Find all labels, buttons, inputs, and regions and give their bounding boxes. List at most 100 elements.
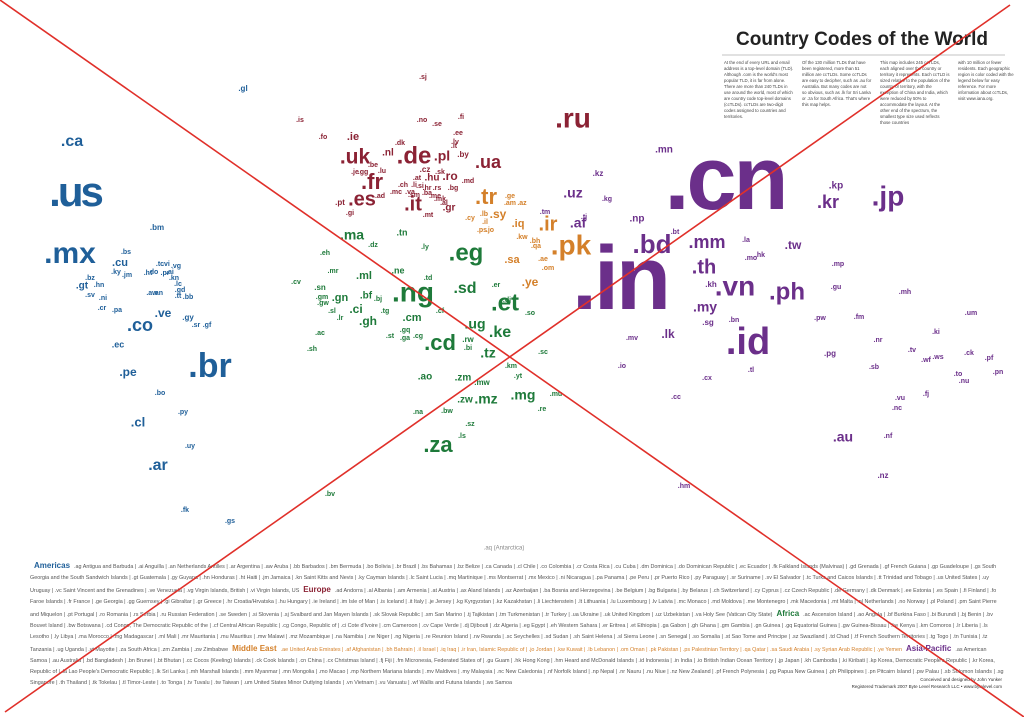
country-code: .bd (633, 229, 672, 259)
country-code: .ua (475, 152, 502, 172)
country-code: .cf (436, 308, 445, 315)
country-code: .mm (688, 232, 725, 252)
legend: Americas .ag Antigua and Barbuda | .ai An… (30, 560, 1005, 689)
country-code: .ae (538, 256, 548, 263)
country-code: .bs (121, 249, 131, 256)
country-code: .cu (112, 257, 128, 269)
country-code: .gd (175, 287, 186, 294)
country-code: .fk (181, 507, 189, 514)
country-code: .pl (434, 148, 450, 164)
region-name: Africa (776, 609, 800, 618)
country-code: .sa (504, 254, 520, 266)
country-code: .gf (203, 322, 212, 329)
country-code: .mt (423, 212, 434, 219)
country-code: .io (618, 363, 626, 370)
country-code: .mz (474, 391, 497, 407)
country-code: .ni (99, 295, 107, 302)
country-code: .sz (465, 421, 475, 428)
country-code: .at (413, 175, 422, 182)
country-code: .ad (375, 193, 385, 200)
country-code: .ro (442, 169, 457, 183)
country-code: .rs (433, 185, 442, 192)
country-code: .er (492, 282, 501, 289)
country-code: .fi (458, 114, 464, 121)
country-code: .sb (869, 364, 879, 371)
country-code: .rw (462, 335, 474, 344)
country-code: .nz (877, 471, 888, 480)
country-code: .tz (480, 345, 496, 361)
country-code: .ye (522, 275, 539, 289)
country-code: .fj (923, 391, 929, 398)
country-code: .mn (655, 145, 673, 156)
country-code: .wf (921, 357, 931, 364)
country-code: .ma (340, 227, 364, 243)
country-code: .np (630, 214, 645, 225)
country-code: .et (491, 289, 519, 316)
country-code: .ve (155, 306, 172, 320)
credits: Conceived and designed by John Yunker Re… (852, 676, 1002, 690)
country-code: .sm (408, 192, 420, 199)
country-code: .ke (489, 324, 511, 341)
country-code: .es (348, 188, 376, 210)
country-code: .se (432, 121, 442, 128)
country-code: .uk (340, 146, 371, 169)
intro-text: Of the 130 million TLDs that have been r… (802, 60, 872, 107)
country-code: .ly (421, 244, 429, 251)
country-code: .lr (337, 315, 344, 322)
country-code: .gr (443, 203, 456, 214)
country-code: .tr (475, 184, 497, 209)
country-code: .cx (702, 375, 712, 382)
country-code: .gh (359, 314, 377, 328)
country-code: .pf (985, 355, 994, 362)
country-code: .eg (449, 239, 484, 266)
country-code: .pw (814, 315, 826, 322)
country-code: .ck (964, 350, 974, 357)
country-code: .mp (832, 261, 844, 268)
country-code: .jo (486, 227, 494, 234)
intro-text: with 10 million or fewer residents. Each… (958, 60, 1014, 101)
country-code: .ee (453, 130, 463, 137)
country-code: .gi (346, 210, 354, 217)
intro-text: At the end of every URL and email addres… (724, 60, 794, 119)
country-code: .jm (122, 272, 132, 279)
country-code: .bg (448, 185, 459, 192)
country-code: .ph (769, 278, 805, 305)
country-code: .cc (671, 394, 681, 401)
country-code: .br (188, 347, 231, 385)
country-code: .ca (61, 133, 83, 150)
country-code: .ws (932, 354, 943, 361)
country-code: .ao (418, 372, 432, 383)
country-code: .mw (474, 378, 490, 387)
country-code: .gl (238, 84, 247, 93)
country-code: .kh (705, 280, 717, 289)
country-code: .ga (400, 335, 410, 342)
country-code: .lk (661, 327, 675, 341)
country-code: .bv (325, 491, 335, 498)
intro-text: This map includes 245 ccTLDs, each align… (880, 60, 950, 125)
country-code: .bm (150, 223, 164, 232)
country-code: .pn (993, 369, 1004, 376)
region-name: Americas (34, 561, 71, 570)
country-code: .mx (44, 237, 96, 270)
country-code: .pe (119, 365, 137, 379)
country-code: .cn (664, 129, 785, 229)
country-code: .pa (112, 307, 122, 314)
country-code: .il (482, 219, 488, 226)
country-code: .mc (390, 189, 402, 196)
country-code: .gt (76, 281, 89, 292)
country-code: .la (742, 237, 750, 244)
country-code: .bw (441, 408, 453, 415)
country-code: .lb (480, 211, 488, 218)
country-code: .ne (391, 265, 404, 275)
country-code: .us (49, 168, 102, 215)
country-code: .ge (505, 193, 515, 200)
country-code: .kw (516, 234, 528, 241)
country-code: .sy (490, 207, 507, 221)
country-code: .zw (457, 395, 473, 406)
country-code: .af (570, 215, 587, 231)
country-code: .kz (593, 169, 604, 178)
country-code: .eh (320, 250, 330, 257)
country-code: .mh (899, 289, 911, 296)
